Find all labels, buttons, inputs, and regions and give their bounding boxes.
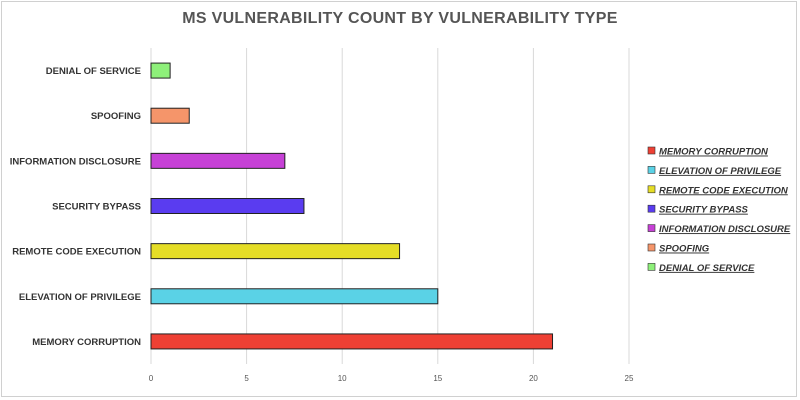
bar [150,288,439,305]
x-tick-labels: 0 5 10 15 20 25 [149,374,634,383]
legend-swatch [647,146,656,155]
bar [150,152,286,169]
x-tick-label: 20 [529,374,538,383]
legend-label: REMOTE CODE EXECUTION [659,185,789,196]
legend-label: INFORMATION DISCLOSURE [659,224,791,235]
legend-swatch [647,224,656,232]
bar [150,107,190,124]
category-label: REMOTE CODE EXECUTION [12,247,141,258]
x-tick-label: 25 [625,374,634,383]
category-label: SPOOFING [91,111,141,122]
x-tick-label: 0 [149,374,154,383]
bar [150,62,171,79]
legend-label: SECURITY BYPASS [659,205,749,216]
legend-swatch [647,185,656,194]
bar [150,243,401,260]
category-label: INFORMATION DISCLOSURE [10,156,141,167]
legend-swatch [647,263,656,271]
legend: MEMORY CORRUPTION ELEVATION OF PRIVILEGE R… [647,146,791,274]
legend-swatch [647,166,656,174]
legend-label: ELEVATION OF PRIVILEGE [659,166,782,177]
legend-label: SPOOFING [659,244,710,255]
legend-label: DENIAL OF SERVICE [659,263,755,274]
category-label: SECURITY BYPASS [52,202,141,213]
bar [150,198,305,214]
bar [150,333,554,350]
legend-label: MEMORY CORRUPTION [659,147,769,158]
x-tick-label: 15 [433,374,442,383]
bars [150,62,554,350]
legend-swatch [647,243,656,252]
x-tick-label: 5 [244,374,249,383]
category-labels: DENIAL OF SERVICE SPOOFING INFORMATION DIS… [10,66,141,348]
category-label: MEMORY CORRUPTION [32,337,141,348]
category-label: DENIAL OF SERVICE [46,66,141,77]
legend-swatch [647,204,656,213]
x-tick-label: 10 [338,374,347,383]
category-label: ELEVATION OF PRIVILEGE [19,292,141,303]
chart-title: MS VULNERABILITY COUNT BY VULNERABILITY … [182,10,618,27]
